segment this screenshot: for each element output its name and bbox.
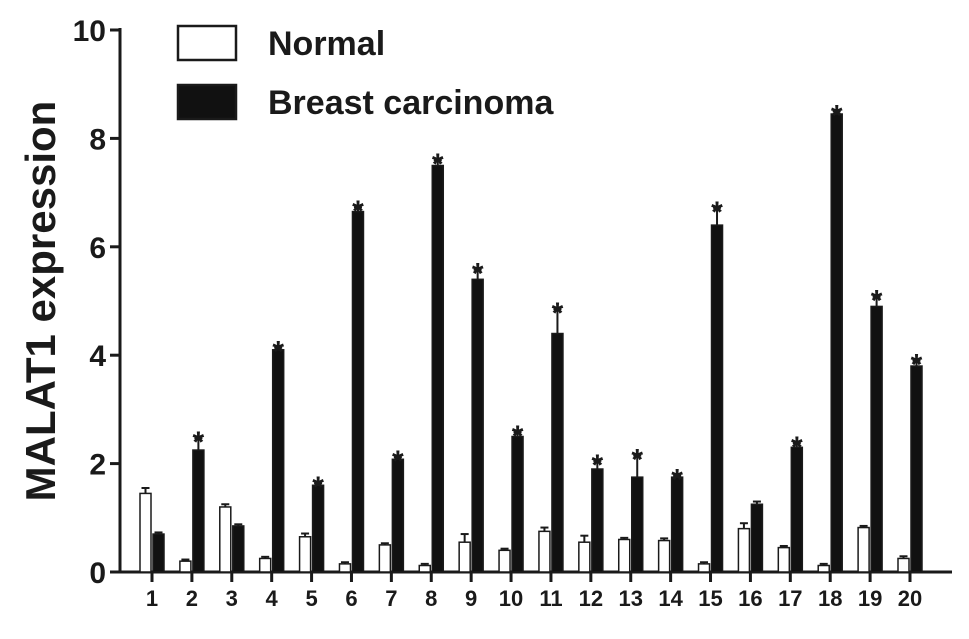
bar-normal: [617, 538, 631, 573]
bar-normal: [139, 492, 152, 573]
significance-star: *: [631, 443, 643, 476]
significance-star: *: [552, 297, 564, 330]
bar-breast-carcinoma: [192, 449, 205, 573]
x-tick-label: 5: [305, 586, 317, 611]
significance-star: *: [352, 195, 364, 228]
significance-star: *: [791, 431, 803, 464]
significance-star: *: [871, 285, 883, 318]
x-tick-label: 14: [658, 586, 683, 611]
x-tick-label: 10: [499, 586, 523, 611]
x-tick-label: 13: [618, 586, 642, 611]
bar-normal: [737, 527, 751, 573]
bar-breast-carcinoma: [351, 210, 365, 573]
x-tick-label: 8: [425, 586, 437, 611]
x-tick-label: 12: [579, 586, 603, 611]
x-tick-label: 6: [345, 586, 357, 611]
bar-normal: [897, 557, 910, 573]
legend: Normal Breast carcinoma: [176, 24, 554, 122]
y-tick-label: 4: [89, 340, 106, 373]
significance-star: *: [512, 420, 524, 453]
bar-breast-carcinoma: [311, 484, 325, 573]
bar-normal: [378, 544, 392, 573]
significance-star: *: [472, 258, 484, 291]
x-tick-label: 2: [186, 586, 198, 611]
x-tick-label: 17: [778, 586, 802, 611]
bar-normal: [298, 536, 312, 573]
bar-normal: [817, 564, 830, 573]
bar-normal: [418, 564, 432, 573]
bar-normal: [857, 526, 870, 573]
bar-normal: [179, 560, 192, 573]
bar-breast-carcinoma: [830, 113, 843, 573]
y-tick-label: 10: [73, 15, 106, 48]
bar-normal: [458, 541, 471, 573]
x-tick-label: 20: [898, 586, 922, 611]
bars: [139, 110, 923, 573]
significance-star: *: [392, 445, 404, 478]
bar-breast-carcinoma: [630, 476, 644, 573]
legend-swatch: [176, 83, 238, 121]
bar-breast-carcinoma: [511, 435, 524, 573]
bar-normal: [498, 549, 511, 573]
x-tick-label: 18: [818, 586, 842, 611]
significance-star: *: [711, 196, 723, 229]
bar-normal: [258, 557, 272, 573]
bar-breast-carcinoma: [471, 278, 484, 573]
x-tick-label: 9: [465, 586, 477, 611]
x-tick-label: 3: [226, 586, 238, 611]
bar-breast-carcinoma: [710, 224, 724, 573]
bar-breast-carcinoma: [551, 332, 564, 573]
bar-breast-carcinoma: [750, 503, 764, 573]
significance-star: *: [312, 471, 324, 504]
x-tick-label: 19: [858, 586, 882, 611]
legend-swatch: [176, 24, 238, 62]
bar-normal: [657, 539, 671, 573]
bar-normal: [219, 506, 232, 573]
bar-breast-carcinoma: [271, 349, 285, 573]
significance-star: *: [831, 99, 843, 132]
y-tick-label: 2: [89, 449, 106, 482]
significance-star: *: [911, 349, 923, 382]
bar-normal: [538, 530, 551, 573]
bar-breast-carcinoma: [152, 533, 165, 573]
significance-star: *: [272, 336, 284, 369]
bar-breast-carcinoma: [910, 365, 923, 573]
x-tick-label: 11: [539, 586, 562, 611]
significance-star: *: [671, 464, 683, 497]
y-tick-label: 0: [89, 557, 106, 590]
bar-normal: [578, 541, 591, 573]
x-tick-label: 16: [738, 586, 762, 611]
bar-normal: [338, 563, 352, 573]
bar-breast-carcinoma: [431, 164, 445, 573]
axes: [110, 28, 952, 582]
bar-breast-carcinoma: [232, 525, 245, 573]
bar-breast-carcinoma: [391, 458, 405, 573]
bar-breast-carcinoma: [790, 446, 804, 573]
y-tick-label: 6: [89, 232, 106, 265]
y-axis-label: MALAT1 expression: [17, 101, 64, 502]
x-tick-label: 15: [698, 586, 722, 611]
x-tick-label: 4: [266, 586, 279, 611]
significance-star: *: [591, 449, 603, 482]
legend-label: Normal: [268, 25, 385, 63]
significance-star: *: [193, 426, 205, 459]
significance-star: *: [432, 148, 444, 181]
x-tick-label: 7: [385, 586, 397, 611]
legend-label: Breast carcinoma: [268, 84, 554, 122]
y-tick-label: 8: [89, 123, 106, 156]
bar-normal: [697, 563, 711, 573]
bar-breast-carcinoma: [670, 476, 684, 573]
bar-breast-carcinoma: [870, 305, 883, 573]
x-tick-label: 1: [146, 586, 158, 611]
bar-normal: [777, 546, 791, 573]
bar-breast-carcinoma: [591, 468, 604, 573]
